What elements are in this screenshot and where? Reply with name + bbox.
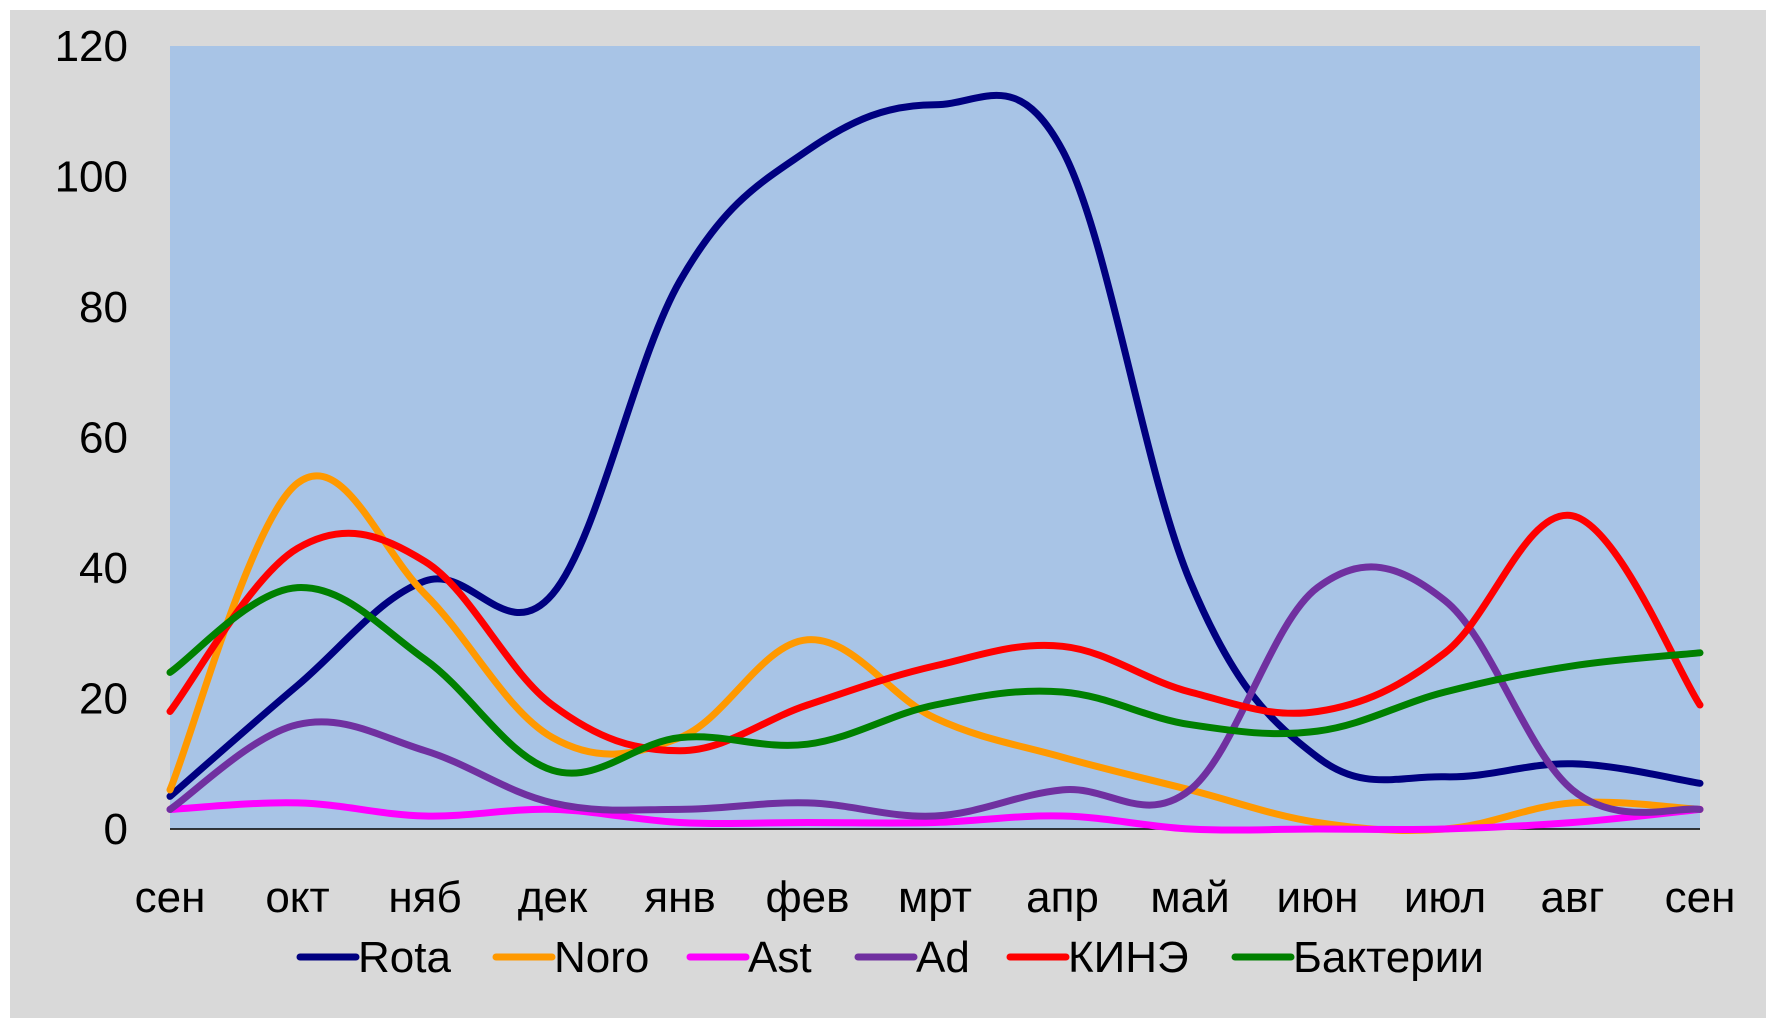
x-tick-label: сен: [135, 873, 206, 922]
legend-label: Ast: [748, 933, 812, 982]
x-tick-label: няб: [388, 873, 461, 922]
y-tick-label: 60: [79, 414, 128, 463]
legend-item: КИНЭ: [1006, 933, 1189, 982]
legend-item: Ast: [686, 933, 812, 982]
y-tick-label: 40: [79, 544, 128, 593]
x-tick-label: июл: [1404, 873, 1486, 922]
y-tick-label: 0: [104, 805, 128, 854]
legend-item: Ad: [854, 933, 970, 982]
legend-label: Rota: [358, 933, 451, 982]
x-tick-label: дек: [518, 873, 588, 922]
legend-label: Ad: [916, 933, 970, 982]
legend-label: КИНЭ: [1068, 933, 1189, 982]
legend-item: Noro: [492, 933, 649, 982]
x-tick-label: сен: [1665, 873, 1736, 922]
x-axis-tick-labels: сен окт няб дек янв фев мрт апр май июн июл авг сен: [135, 873, 1736, 922]
y-axis-tick-labels: 0 20 40 60 80 100 120: [55, 22, 128, 854]
plot-area: [170, 46, 1700, 829]
series-line-ast: [166, 799, 1704, 834]
legend: Rota Noro Ast Ad КИНЭ Бактерии: [296, 933, 1484, 982]
y-tick-label: 120: [55, 22, 128, 71]
series-line-бактерии: [166, 584, 1704, 777]
series-lines: [166, 91, 1704, 834]
legend-label: Noro: [554, 933, 649, 982]
x-tick-label: май: [1150, 873, 1229, 922]
legend-item: Rota: [296, 933, 451, 982]
x-tick-label: фев: [765, 873, 849, 922]
x-tick-label: янв: [644, 873, 716, 922]
x-tick-label: авг: [1541, 873, 1605, 922]
x-tick-label: июн: [1277, 873, 1359, 922]
series-line-кинэ: [166, 511, 1704, 755]
series-line-rota: [166, 91, 1704, 800]
legend-label: Бактерии: [1293, 933, 1484, 982]
y-tick-label: 100: [55, 153, 128, 202]
x-tick-label: мрт: [898, 873, 972, 922]
x-tick-label: окт: [265, 873, 329, 922]
x-tick-label: апр: [1026, 873, 1099, 922]
y-tick-label: 20: [79, 675, 128, 724]
legend-item: Бактерии: [1231, 933, 1484, 982]
y-tick-label: 80: [79, 283, 128, 332]
series-line-ad: [166, 563, 1704, 820]
